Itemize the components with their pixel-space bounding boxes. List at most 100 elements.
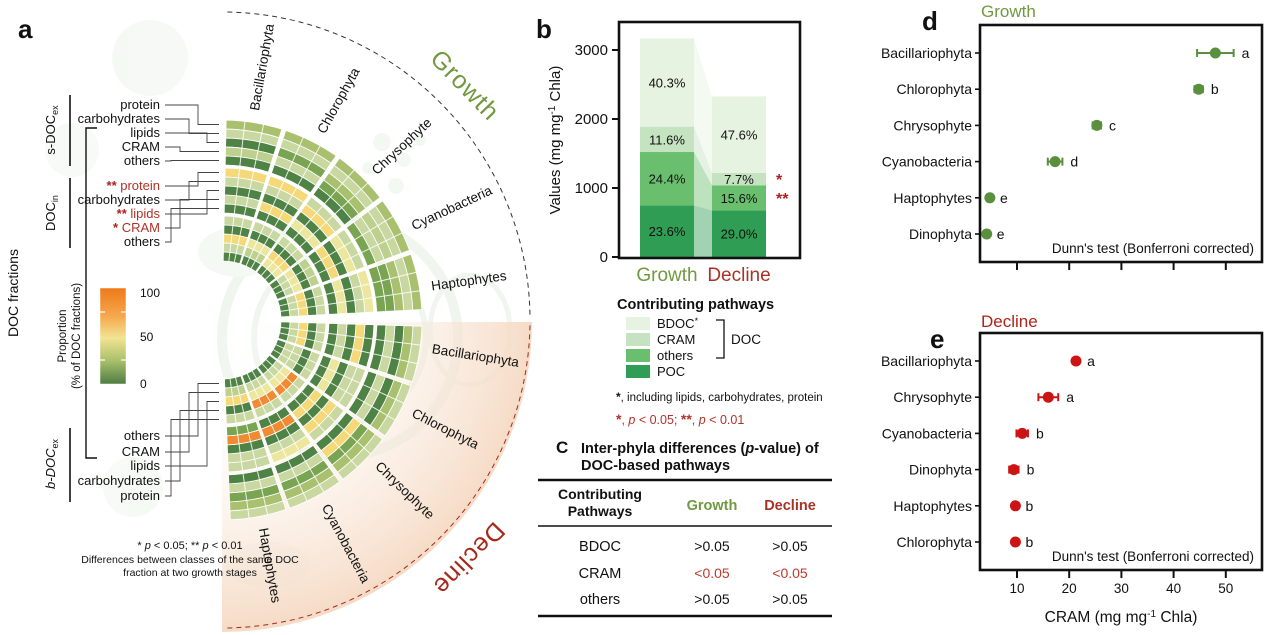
legend-title: Contributing pathways xyxy=(617,297,774,313)
data-point xyxy=(1008,464,1020,476)
bar-connector-band xyxy=(694,205,712,257)
bar-category-decline: Decline xyxy=(707,265,770,286)
bar-segment xyxy=(712,172,766,186)
watermark-dot xyxy=(373,133,391,151)
table-cell-growth: <0.05 xyxy=(694,565,730,581)
table-title-line2: DOC-based pathways xyxy=(581,458,730,474)
subcell-divider xyxy=(313,240,353,265)
data-point xyxy=(1009,536,1021,548)
subcell-divider xyxy=(325,283,370,295)
data-point xyxy=(1016,427,1028,439)
growth-dotplot: Bacillariophyta Chlorophyta Chrysophyte Cya… xyxy=(881,23,1264,270)
table-row-pathway: others xyxy=(580,592,620,608)
stacked-bar-plot: 0 1000 2000 3000 Values (mg mg-1 Chla) 23.6% 2… xyxy=(547,20,802,286)
doc-class-label: others xyxy=(124,234,161,249)
subcell-divider xyxy=(276,411,300,452)
bar-connector-band xyxy=(694,126,712,186)
subcell-divider xyxy=(242,473,250,519)
label-connector-line xyxy=(165,160,219,162)
subcell-divider xyxy=(243,171,255,216)
subcell-divider xyxy=(275,344,317,364)
subcell-divider xyxy=(319,364,361,384)
label-connector-line xyxy=(165,383,219,437)
panel-e-title: Decline xyxy=(981,312,1038,331)
decline-dashed-arc xyxy=(227,325,531,629)
subcell-divider xyxy=(292,205,323,241)
subcell-divider xyxy=(245,224,265,267)
label-connector-line xyxy=(165,132,219,143)
segment-percentage-label: 24.4% xyxy=(649,172,686,187)
doc-class-label: carbohydrates xyxy=(78,473,161,488)
subcell-divider xyxy=(265,359,300,390)
subcell-divider xyxy=(272,349,313,373)
segment-percentage-label: 23.6% xyxy=(649,224,686,239)
subcell-divider xyxy=(272,265,312,290)
decline-dotplot: Bacillariophyta Chrysophyte Cyanobacteria D… xyxy=(881,331,1264,626)
footnote-line1: * p < 0.05; ** p < 0.01 xyxy=(137,540,242,552)
panel-b-footnotes: *, including lipids, carbohydrates, prot… xyxy=(616,390,823,427)
subcell-divider xyxy=(256,470,269,515)
posthoc-letter: b xyxy=(1027,462,1035,478)
doc-fractions-bracket: DOC fractions xyxy=(5,127,97,459)
subcell-divider xyxy=(267,416,288,458)
category-label: Cyanobacteria xyxy=(882,154,972,170)
bar-segment xyxy=(640,205,694,257)
doc-class-label: others xyxy=(124,428,161,443)
doc-class-label: carbohydrates xyxy=(78,192,161,207)
subcell-divider xyxy=(261,363,293,397)
colorbar-tick-0: 0 xyxy=(140,377,147,391)
stage-boundary-arcs xyxy=(227,11,531,629)
bar-connector-band xyxy=(694,152,712,211)
doc-bracket-label: DOC xyxy=(731,332,761,347)
subcell-divider xyxy=(239,121,246,167)
posthoc-letter: e xyxy=(1000,190,1008,206)
panel-a-label: a xyxy=(18,14,33,44)
doc-class-label: * CRAM xyxy=(113,220,160,235)
subcell-divider xyxy=(260,241,292,277)
doc-class-label: ** protein xyxy=(107,178,160,193)
data-point xyxy=(1070,355,1082,367)
table-header-pathways: Contributing xyxy=(558,486,642,502)
colorbar-title-line2: (% of DOC fractions) xyxy=(71,283,83,389)
footnote-line3: fraction at two growth stages xyxy=(123,567,257,579)
phylum-label-growth: Cyanobacteria xyxy=(409,183,495,234)
subcell-divider xyxy=(324,169,355,205)
subcell-divider xyxy=(354,215,394,241)
panel-a-footnote: * p < 0.05; ** p < 0.01 Differences betw… xyxy=(81,540,299,579)
subcell-divider xyxy=(245,424,258,469)
posthoc-letter: b xyxy=(1211,81,1219,97)
subcell-divider xyxy=(314,373,354,397)
label-connector-line xyxy=(165,146,219,152)
bar-segment xyxy=(640,126,694,153)
category-label: Haptophytes xyxy=(893,498,972,514)
data-point xyxy=(984,192,996,204)
doc-bracket xyxy=(716,319,725,359)
subcell-divider xyxy=(250,229,274,269)
data-point xyxy=(981,228,993,240)
category-label: Bacillariophyta xyxy=(881,45,972,61)
data-point xyxy=(1193,83,1205,95)
subcell-divider xyxy=(251,370,276,410)
doc-class-label: ** lipids xyxy=(117,206,161,221)
posthoc-letter: a xyxy=(1242,45,1250,61)
radial-heatmap-rings xyxy=(222,119,423,521)
data-point xyxy=(1049,156,1061,168)
x-axis-label: CRAM (mg mg-1 Chla) xyxy=(1045,609,1198,626)
subcell-divider xyxy=(327,297,373,305)
watermark-blob xyxy=(103,457,163,517)
subcell-divider xyxy=(294,398,326,433)
subcell-divider xyxy=(280,304,325,312)
segment-percentage-label: 47.6% xyxy=(721,128,758,143)
table-row-pathway: BDOC xyxy=(579,539,621,555)
subcell-divider xyxy=(375,290,420,298)
bar-category-growth: Growth xyxy=(636,265,697,286)
category-label: Chlorophyta xyxy=(897,81,973,97)
subcell-divider xyxy=(375,338,421,346)
segment-percentage-label: 29.0% xyxy=(721,227,758,242)
subcell-divider xyxy=(361,232,403,253)
colorbar-tick-50: 50 xyxy=(140,330,154,344)
data-point xyxy=(1009,500,1021,512)
plot-frame xyxy=(617,20,802,260)
